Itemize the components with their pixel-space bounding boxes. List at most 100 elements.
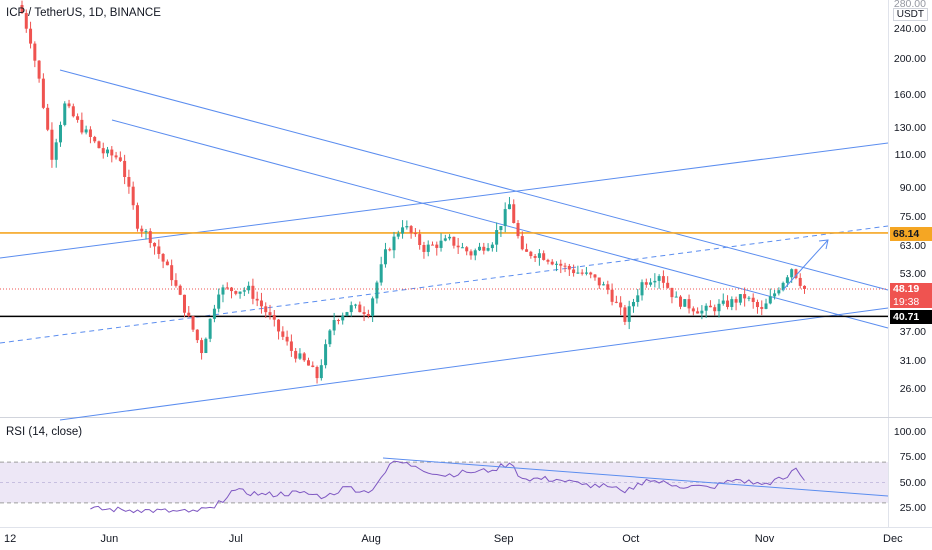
candle-up <box>328 330 332 345</box>
support-badge: 40.71 <box>890 310 932 324</box>
candle-down <box>708 305 712 308</box>
candle-up <box>490 244 494 249</box>
candle-down <box>520 236 524 250</box>
candle-up <box>439 240 443 248</box>
candle-up <box>478 246 482 251</box>
candle-down <box>336 320 340 322</box>
candle-down <box>118 157 122 161</box>
time-tick-label: Aug <box>361 533 381 545</box>
candle-down <box>315 367 319 379</box>
candle-down <box>597 277 601 286</box>
candle-down <box>153 242 157 247</box>
candle-up <box>773 293 777 297</box>
candle-down <box>277 319 281 332</box>
candle-down <box>798 277 802 286</box>
candle-up <box>217 294 221 309</box>
candle-up <box>371 298 375 316</box>
candle-down <box>294 350 298 359</box>
candle-up <box>443 238 447 241</box>
symbol-title[interactable]: ICP / TetherUS, 1D, BINANCE <box>6 7 161 19</box>
candle-up <box>247 285 251 291</box>
candle-up <box>54 142 58 160</box>
candle-down <box>358 304 362 313</box>
candle-down <box>469 251 473 256</box>
candle-up <box>144 231 148 233</box>
candle-down <box>281 331 285 337</box>
candle-down <box>525 249 529 252</box>
candle-up <box>238 291 242 294</box>
rsi-trendline <box>382 457 889 497</box>
candle-down <box>50 129 54 160</box>
candle-up <box>738 294 742 303</box>
candle-down <box>289 341 293 351</box>
candle-down <box>272 315 276 320</box>
candle-down <box>123 160 127 178</box>
candle-down <box>302 353 306 361</box>
projection-arrowhead <box>818 239 829 250</box>
candle-down <box>88 129 92 137</box>
candle-down <box>614 301 618 303</box>
candle-up <box>721 300 725 304</box>
candle-up <box>341 315 345 321</box>
time-tick-label: Dec <box>883 533 903 545</box>
rsi-title[interactable]: RSI (14, close) <box>6 426 83 438</box>
price-tick-label: 280.00 <box>893 0 926 11</box>
candle-up <box>730 299 734 307</box>
currency-label[interactable]: USDT <box>892 8 928 21</box>
candle-down <box>187 312 191 317</box>
candle-up <box>657 276 661 281</box>
candle-up <box>212 308 216 319</box>
candle-up <box>507 204 511 210</box>
candle-down <box>127 177 131 187</box>
candle-up <box>495 230 499 245</box>
candle-down <box>418 234 422 245</box>
candle-down <box>435 244 439 248</box>
candle-up <box>405 226 409 228</box>
price-tick-label: 110.00 <box>894 149 926 162</box>
resistance-badge: 68.14 <box>890 227 932 241</box>
candle-up <box>785 277 789 283</box>
candle-down <box>580 272 584 274</box>
lower-descending-trendline <box>111 119 889 329</box>
candle-up <box>683 299 687 307</box>
candle-down <box>259 300 263 307</box>
candle-down <box>24 13 28 29</box>
candle-up <box>460 247 464 249</box>
candle-down <box>623 307 627 322</box>
candle-down <box>687 299 691 309</box>
candle-up <box>486 248 490 251</box>
candle-down <box>165 261 169 266</box>
candle-down <box>93 136 97 142</box>
candle-down <box>413 232 417 235</box>
candle-down <box>114 155 118 158</box>
candle-down <box>743 294 747 299</box>
candle-down <box>76 116 80 120</box>
candle-down <box>661 276 665 283</box>
candle-down <box>696 311 700 314</box>
candle-down <box>161 253 165 262</box>
candle-down <box>666 282 670 288</box>
candle-up <box>555 263 558 265</box>
candle-down <box>751 297 755 302</box>
candle-up <box>298 353 302 359</box>
candle-up <box>319 365 323 379</box>
candle-down <box>366 314 370 316</box>
candle-up <box>631 301 635 307</box>
candle-down <box>430 244 434 246</box>
candle-down <box>140 228 144 232</box>
candle-up <box>584 272 588 274</box>
candle-up <box>503 209 507 227</box>
candle-up <box>636 295 640 302</box>
candle-up <box>379 264 383 283</box>
candle-up <box>392 236 396 251</box>
candle-down <box>388 249 392 251</box>
candle-up <box>764 303 768 309</box>
candle-down <box>37 60 41 79</box>
price-tick-label: 200.00 <box>893 52 926 65</box>
candle-up <box>674 296 678 298</box>
time-tick-label: Sep <box>493 533 514 545</box>
candle-down <box>542 253 546 260</box>
time-tick-label: 12 <box>4 533 17 545</box>
